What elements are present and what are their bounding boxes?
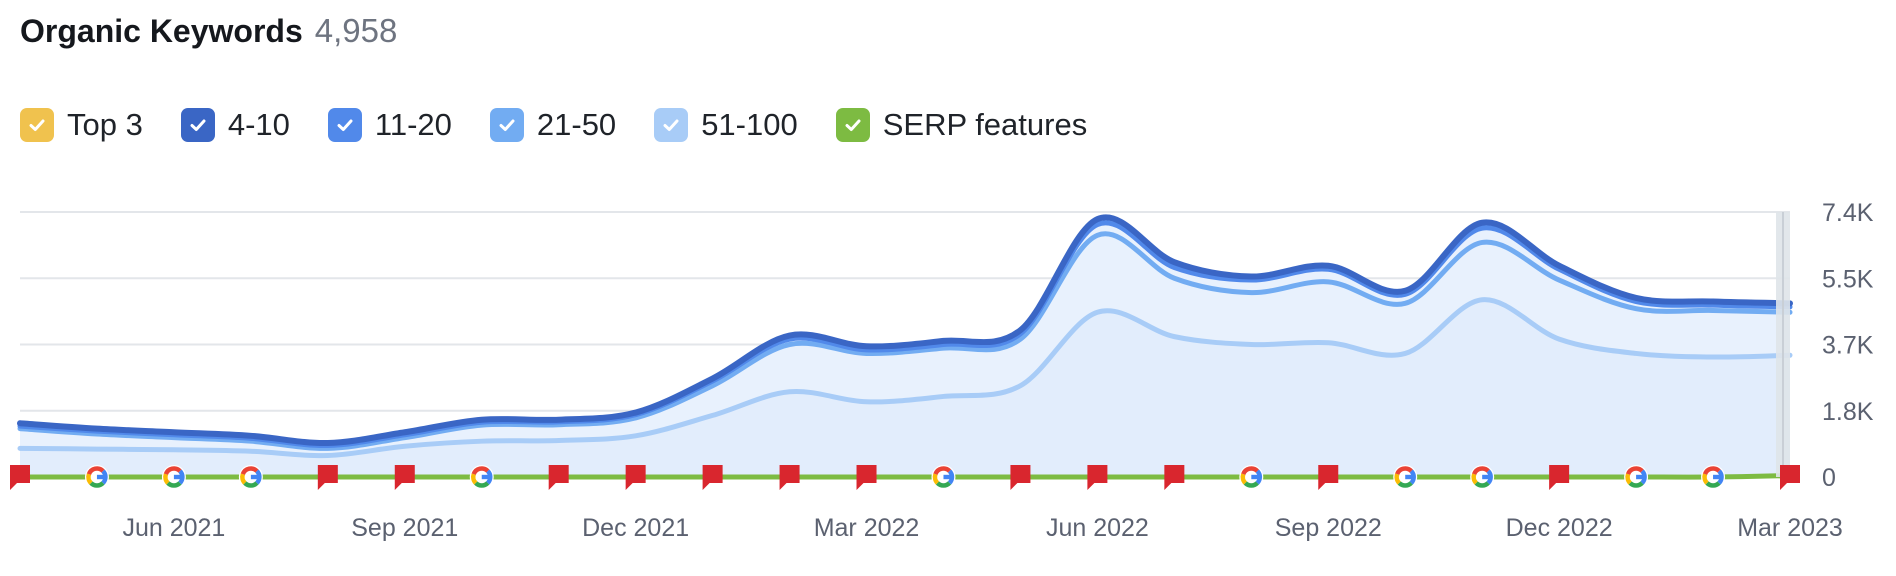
flag-icon[interactable] [317,465,338,490]
series-line [17,231,1793,451]
google-icon[interactable] [161,465,186,489]
legend-item-21-50[interactable]: 21-50 [489,107,617,143]
chart-title: Organic Keywords [20,13,303,49]
flag-icon[interactable] [1164,465,1185,490]
google-icon[interactable] [469,465,494,489]
legend-label: 51-100 [701,107,798,142]
legend-item-top3[interactable]: Top 3 [20,107,143,143]
google-icon[interactable] [84,465,109,489]
legend-label: Top 3 [67,107,143,142]
flag-icon[interactable] [548,465,569,490]
x-tick-label: Jun 2022 [1046,514,1149,542]
legend-item-4-10[interactable]: 4-10 [180,107,290,143]
series-line [17,214,1793,446]
y-tick-label: 0 [1822,464,1836,492]
legend-item-11-20[interactable]: 11-20 [327,107,452,143]
series-area [20,299,1790,477]
google-icon[interactable] [238,465,263,489]
x-tick-label: Dec 2022 [1506,514,1613,542]
checkbox-checked-icon[interactable] [654,108,689,142]
x-tick-label: Sep 2021 [351,514,458,542]
flag-icon[interactable] [1010,465,1031,490]
legend: Top 3 4-10 11-20 21-50 51-100 SERP featu… [20,107,1125,143]
flag-icon[interactable] [625,465,646,490]
checkbox-checked-icon[interactable] [489,108,524,142]
google-icon[interactable] [1393,465,1418,489]
y-tick-label: 7.4K [1822,199,1874,227]
x-tick-label: Mar 2023 [1737,514,1843,542]
series-line [17,297,1793,459]
checkbox-checked-icon[interactable] [835,108,870,142]
google-icon[interactable] [1470,465,1495,489]
chart-header: Organic Keywords 4,958 [20,12,397,50]
checkbox-checked-icon[interactable] [180,108,215,142]
google-icon[interactable] [1624,465,1649,489]
legend-label: 4-10 [227,107,290,142]
flag-icon[interactable] [10,465,30,490]
x-axis-ticks: Jun 2021 Sep 2021 Dec 2021 Mar 2022 Jun 2022… [122,514,1842,542]
x-tick-label: Dec 2021 [582,514,689,542]
flag-icon[interactable] [856,465,877,490]
x-tick-label: Jun 2021 [122,514,225,542]
x-tick-label: Mar 2022 [814,514,920,542]
legend-label: 11-20 [374,107,452,142]
checkbox-checked-icon[interactable] [327,108,362,142]
flag-icon[interactable] [394,465,415,490]
flag-icon[interactable] [1549,465,1570,490]
flag-icon[interactable] [1318,465,1339,490]
flag-icon[interactable] [1780,465,1800,490]
y-tick-label: 5.5K [1822,265,1874,293]
y-axis-ticks: 7.4K 5.5K 3.7K 1.8K 0 [1822,199,1874,492]
event-markers[interactable] [10,465,1800,490]
organic-keywords-chart[interactable]: 7.4K 5.5K 3.7K 1.8K 0 Jun 2021 Sep 2021 Dec 20… [0,180,1896,576]
google-icon[interactable] [1239,465,1264,489]
legend-item-51-100[interactable]: 51-100 [654,107,798,143]
google-icon[interactable] [1701,465,1726,489]
google-icon[interactable] [931,465,956,489]
flag-icon[interactable] [779,465,800,490]
flag-icon[interactable] [702,465,723,490]
legend-label: SERP features [882,107,1088,142]
legend-item-serp-features[interactable]: SERP features [835,107,1088,143]
keyword-count: 4,958 [314,12,398,49]
series-line-serp-features [20,473,1791,480]
legend-label: 21-50 [536,107,617,142]
y-tick-label: 1.8K [1822,398,1874,426]
x-tick-label: Sep 2022 [1275,514,1382,542]
flag-icon[interactable] [1087,465,1108,490]
hover-bar[interactable] [1776,212,1790,477]
checkbox-checked-icon[interactable] [20,108,54,142]
y-tick-label: 3.7K [1822,332,1874,360]
